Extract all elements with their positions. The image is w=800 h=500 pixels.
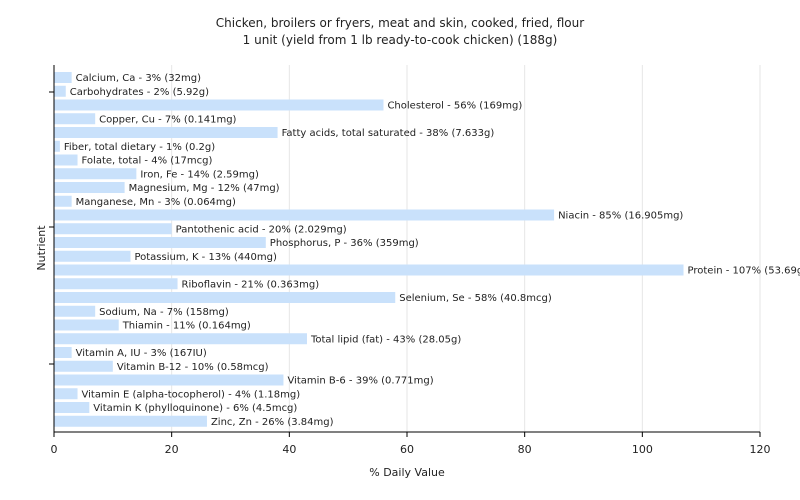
bar-label: Niacin - 85% (16.905mg)	[558, 211, 683, 222]
bar	[54, 182, 125, 193]
bar	[54, 113, 96, 125]
bar-label: Folate, total - 4% (17mcg)	[82, 156, 213, 167]
chart-title: Chicken, broilers or fryers, meat and sk…	[216, 16, 584, 30]
bar-label: Iron, Fe - 14% (2.59mg)	[140, 169, 259, 180]
bar	[54, 264, 684, 276]
x-axis-title: % Daily Value	[369, 466, 445, 479]
bar	[54, 250, 131, 262]
x-tick-label: 100	[632, 443, 653, 456]
bar-label: Magnesium, Mg - 12% (47mg)	[129, 183, 280, 194]
bar	[54, 333, 307, 345]
bar	[54, 168, 137, 180]
bar-label: Phosphorus, P - 36% (359mg)	[270, 238, 419, 249]
bar	[54, 237, 266, 248]
bar-label: Protein - 107% (53.69g)	[688, 266, 800, 277]
bar	[54, 72, 72, 83]
y-axis-title: Nutrient	[35, 225, 48, 271]
bar-label: Zinc, Zn - 26% (3.84mg)	[211, 417, 334, 428]
bar	[54, 374, 284, 386]
bar	[54, 85, 66, 97]
bar-label: Vitamin B-6 - 39% (0.771mg)	[287, 376, 433, 387]
bar-label: Total lipid (fat) - 43% (28.05g)	[310, 334, 461, 345]
grid-lines	[171, 65, 761, 432]
bar-label: Fiber, total dietary - 1% (0.2g)	[64, 142, 215, 153]
bar-label: Vitamin K (phylloquinone) - 6% (4.5mcg)	[93, 403, 297, 414]
bar	[54, 154, 78, 166]
bar	[54, 388, 78, 400]
bar	[54, 360, 113, 372]
bar	[54, 402, 90, 413]
bar-label: Riboflavin - 21% (0.363mg)	[182, 279, 320, 290]
x-tick-label: 120	[750, 443, 771, 456]
bar-label: Sodium, Na - 7% (158mg)	[99, 307, 229, 318]
bar-label: Fatty acids, total saturated - 38% (7.63…	[282, 128, 495, 139]
x-tick-label: 60	[400, 443, 414, 456]
x-tick-label: 80	[518, 443, 532, 456]
bar-label: Carbohydrates - 2% (5.92g)	[70, 87, 209, 98]
bar	[54, 195, 72, 207]
bars: Calcium, Ca - 3% (32mg) Carbohydrates - 2…	[54, 72, 800, 428]
bar	[54, 347, 72, 358]
bar-label: Vitamin E (alpha-tocopherol) - 4% (1.18m…	[82, 389, 301, 400]
bar-label: Pantothenic acid - 20% (2.029mg)	[176, 224, 347, 235]
bar-label: Thiamin - 11% (0.164mg)	[122, 321, 251, 332]
bar-label: Cholesterol - 56% (169mg)	[387, 101, 522, 112]
bar	[54, 140, 60, 152]
bar-label: Vitamin B-12 - 10% (0.58mcg)	[117, 362, 269, 373]
bar	[54, 223, 172, 235]
bar	[54, 415, 207, 427]
bar	[54, 278, 178, 290]
bar	[54, 319, 119, 331]
bar-label: Calcium, Ca - 3% (32mg)	[76, 73, 201, 84]
x-ticks: 0 20 40 60 80 100 120	[49, 91, 771, 456]
x-tick-label: 0	[51, 443, 58, 456]
x-tick-label: 20	[165, 443, 179, 456]
bar	[54, 127, 278, 138]
bar-label: Potassium, K - 13% (440mg)	[134, 252, 276, 263]
bar-label: Copper, Cu - 7% (0.141mg)	[99, 114, 236, 125]
chart-subtitle: 1 unit (yield from 1 lb ready-to-cook ch…	[243, 33, 558, 47]
bar	[54, 292, 396, 303]
bar-label: Selenium, Se - 58% (40.8mcg)	[399, 293, 552, 304]
bar	[54, 209, 555, 221]
bar-label: Manganese, Mn - 3% (0.064mg)	[76, 197, 236, 208]
bar	[54, 99, 384, 111]
bar-label: Vitamin A, IU - 3% (167IU)	[76, 348, 207, 359]
bar	[54, 305, 96, 317]
x-tick-label: 40	[282, 443, 296, 456]
